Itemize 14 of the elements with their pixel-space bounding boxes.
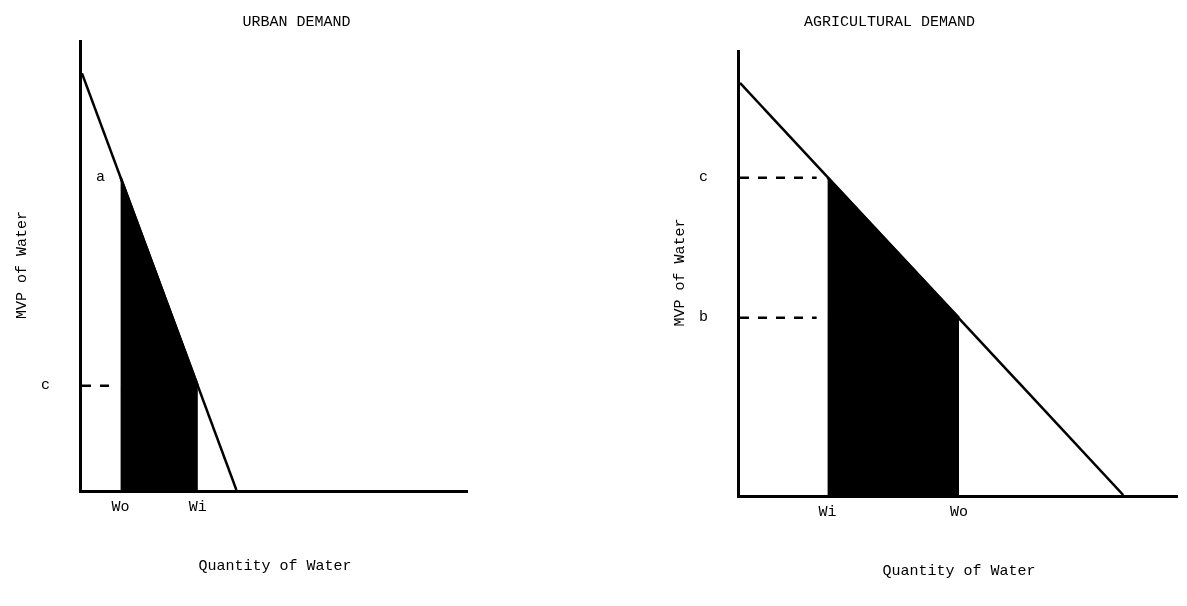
x-axis-title: Quantity of Water xyxy=(882,562,1036,580)
text: c xyxy=(41,377,51,394)
chart-title: AGRICULTURAL DEMAND xyxy=(803,13,976,31)
text: c xyxy=(699,169,709,186)
annotation: a xyxy=(96,169,106,186)
chart-title: URBAN DEMAND xyxy=(242,13,351,31)
x-tick-label: Wo xyxy=(111,498,130,516)
y-axis-title: MVP of Water xyxy=(13,210,31,320)
x-axis-title: Quantity of Water xyxy=(198,557,352,575)
x-tick-label: Wo xyxy=(949,503,969,521)
y-axis-title: MVP of Water xyxy=(671,218,689,327)
text: b xyxy=(699,309,709,326)
x-tick-label: Wi xyxy=(188,498,207,516)
x-tick-label: Wi xyxy=(818,503,837,521)
